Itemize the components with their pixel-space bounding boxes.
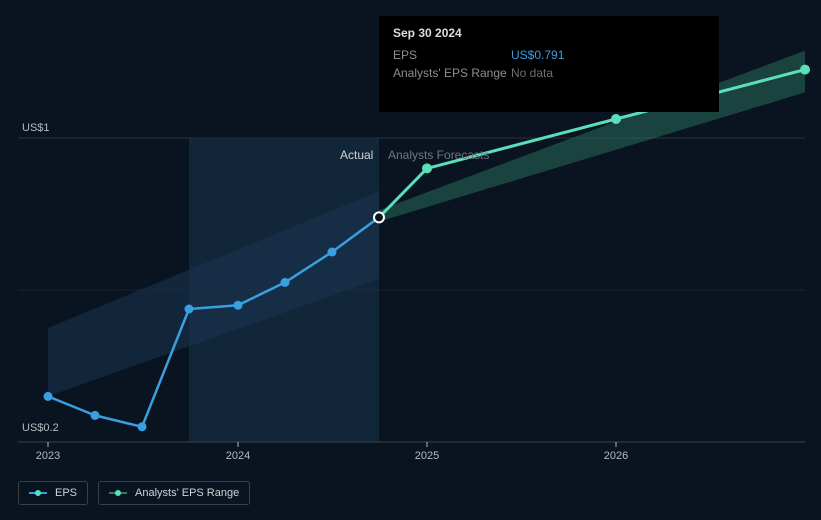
x-axis-label: 2026 — [604, 450, 628, 462]
tooltip-row: Analysts' EPS Range No data — [393, 64, 705, 82]
legend-item-eps[interactable]: EPS — [18, 481, 88, 505]
legend-item-range[interactable]: Analysts' EPS Range — [98, 481, 250, 505]
section-label-actual: Actual — [340, 148, 373, 162]
legend-label: Analysts' EPS Range — [135, 487, 239, 499]
chart-tooltip: Sep 30 2024 EPS US$0.791 Analysts' EPS R… — [379, 16, 719, 112]
y-axis-label: US$0.2 — [22, 422, 59, 434]
legend: EPS Analysts' EPS Range — [18, 481, 250, 505]
x-axis-label: 2024 — [226, 450, 250, 462]
legend-swatch-icon — [109, 489, 127, 497]
eps-chart: US$1 US$0.2 Actual Analysts Forecasts Se… — [0, 0, 821, 520]
tooltip-date: Sep 30 2024 — [393, 26, 705, 40]
legend-label: EPS — [55, 487, 77, 499]
y-axis-label: US$1 — [22, 122, 50, 134]
x-axis-label: 2023 — [36, 450, 60, 462]
tooltip-row-label: EPS — [393, 48, 511, 62]
tooltip-row-value: No data — [511, 66, 553, 80]
section-label-forecast: Analysts Forecasts — [388, 148, 489, 162]
tooltip-row-label: Analysts' EPS Range — [393, 66, 511, 80]
tooltip-row-value: US$0.791 — [511, 48, 564, 62]
tooltip-row: EPS US$0.791 — [393, 46, 705, 64]
legend-swatch-icon — [29, 489, 47, 497]
x-axis-label: 2025 — [415, 450, 439, 462]
